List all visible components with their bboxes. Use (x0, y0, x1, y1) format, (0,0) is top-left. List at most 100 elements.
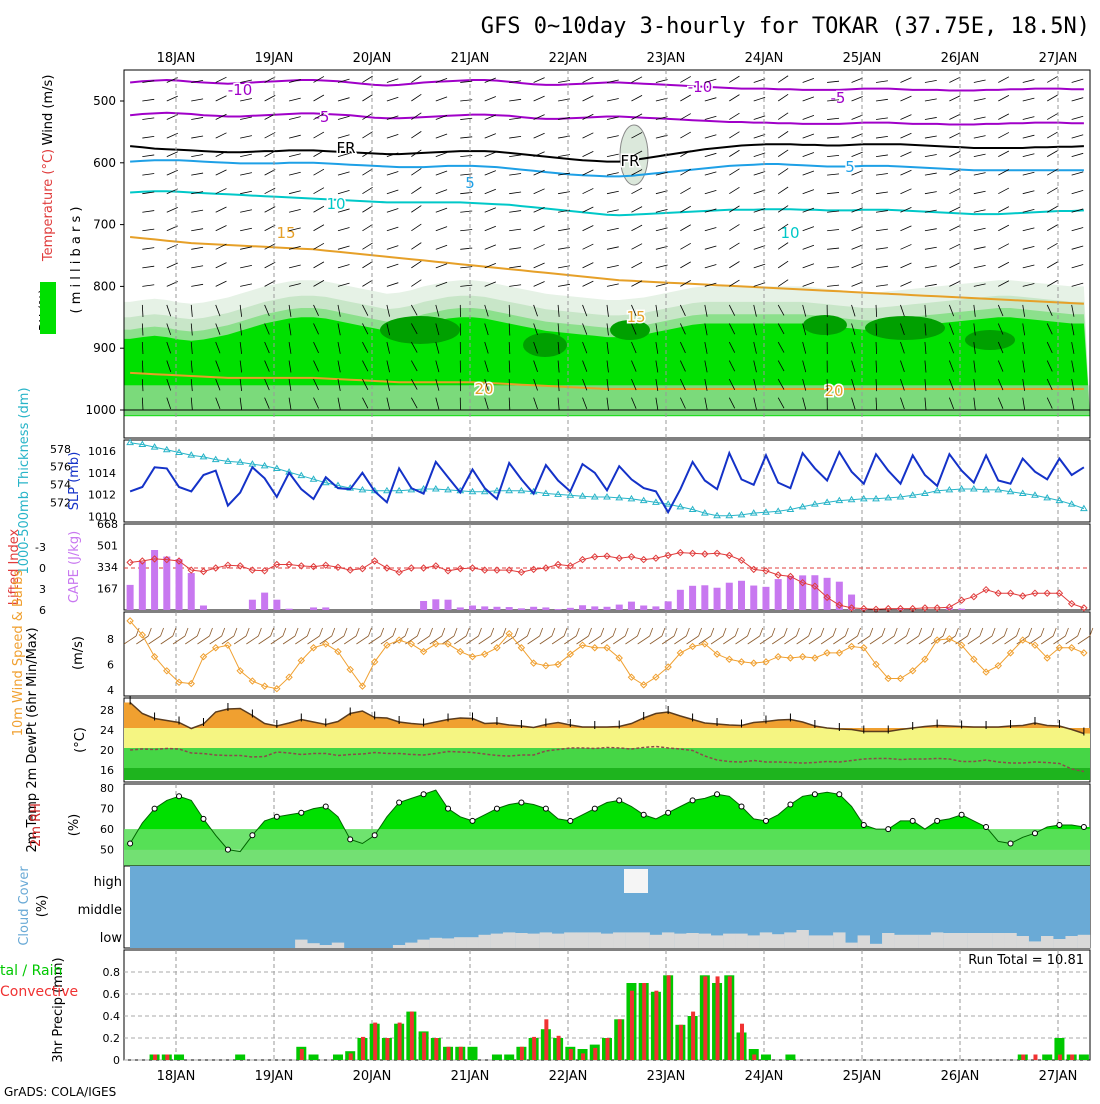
precip-total-bar (333, 1055, 343, 1061)
low-cloud-bar (491, 934, 503, 948)
wind-barb (852, 282, 863, 286)
contour-label: 15 (626, 308, 645, 326)
lifted-index-line (130, 553, 1084, 610)
surface-wind-barb (320, 636, 332, 644)
date-label-top: 27JAN (1039, 51, 1078, 66)
surface-wind-barb (1078, 636, 1090, 644)
wind-barb (705, 98, 717, 101)
surface-wind-barb (907, 636, 919, 644)
surface-wind-barb (797, 636, 809, 644)
wind-barb (583, 207, 594, 212)
wind-barb (191, 210, 203, 212)
low-cloud-bar (625, 932, 637, 948)
rh2m-band-50 (124, 850, 1090, 866)
surface-wind-barb-flag (833, 628, 836, 636)
surface-wind-barb (821, 636, 833, 644)
contour-label: FR (620, 152, 639, 170)
wind-barb (974, 173, 986, 175)
rh2m-point (519, 800, 524, 805)
rh2m-point (690, 798, 695, 803)
precip-total-bar (467, 1047, 477, 1060)
wind-barb (362, 224, 372, 230)
date-label-bottom: 22JAN (549, 1069, 588, 1084)
wind-barb (925, 136, 937, 138)
wind-barb (191, 99, 203, 101)
date-label-top: 20JAN (353, 51, 392, 66)
low-cloud-bar (796, 930, 808, 948)
wind-barb (289, 154, 301, 157)
surface-wind-barb-flag (919, 628, 922, 636)
wind-barb (998, 114, 1009, 120)
wind-barb (778, 280, 788, 287)
wind-barb (729, 243, 739, 249)
wind-barb (803, 134, 814, 138)
wind-barb (852, 134, 863, 138)
precip-convective-bar (422, 1033, 426, 1061)
surface-wind-barb (124, 636, 136, 644)
surface-wind-barb-flag (454, 628, 457, 636)
surface-wind-barb-flag (1053, 628, 1056, 636)
wind-barb (485, 208, 496, 212)
surface-wind-barb (1041, 636, 1053, 644)
wind-barb (900, 189, 911, 194)
pressure-tick-label: 500 (93, 94, 116, 108)
wind-barb (1072, 79, 1084, 82)
wind-barb (387, 227, 398, 231)
wind-barb (656, 228, 668, 231)
wind-barb (534, 189, 545, 194)
rh2m-point (152, 806, 157, 811)
wind-barb (1047, 262, 1057, 268)
surface-wind-barb-flag (625, 628, 628, 636)
wind-barb (876, 155, 888, 157)
wind-barb (778, 261, 788, 268)
surface-wind-barb (210, 636, 222, 644)
cape-bar (738, 581, 745, 610)
rh-core (380, 316, 460, 344)
wind-barb (803, 264, 814, 268)
wind-barb (362, 187, 372, 193)
wind-barb (534, 226, 545, 231)
wind-barb (289, 265, 301, 268)
wind-barb (314, 225, 324, 231)
cape-bar (689, 586, 696, 610)
cloud-ylabel-left: Cloud Cover (17, 866, 32, 946)
wind-barb (680, 262, 690, 268)
surface-wind-barb-flag (320, 628, 323, 636)
surface-wind-barb-flag (246, 628, 249, 636)
wind-speed-line (130, 621, 1084, 689)
slp-tick-label: 1012 (88, 489, 116, 502)
rh2m-point (201, 816, 206, 821)
wind-barb (1047, 132, 1057, 138)
wind-barb (436, 227, 447, 231)
li-tick-label: 3 (39, 583, 46, 596)
wind-barb (142, 173, 154, 175)
wind-barb (754, 97, 765, 101)
low-cloud-bar (760, 932, 772, 948)
surface-wind-barb-flag (723, 628, 726, 636)
wind-barb (338, 116, 350, 119)
date-label-bottom: 24JAN (745, 1069, 784, 1084)
low-cloud-bar (1041, 936, 1053, 948)
wind-barb (827, 155, 839, 156)
low-cloud-bar (845, 943, 857, 948)
wind-barb (387, 246, 398, 250)
wind-barb (729, 169, 739, 175)
rh-core (865, 316, 945, 340)
wind-barb (998, 244, 1009, 250)
wind-barb (729, 76, 739, 82)
pressure-tick-label: 700 (93, 218, 116, 232)
wind-barb (216, 207, 227, 212)
temp-band-yellow (124, 728, 1090, 748)
precip-convective-bar (581, 1053, 585, 1060)
wind-barb (925, 266, 937, 268)
wind-barb (949, 188, 960, 193)
wind-barb (754, 264, 765, 268)
low-cloud-bar (686, 933, 698, 948)
wind-barb (583, 263, 594, 268)
wind-barb (827, 118, 839, 119)
precip-convective-bar (569, 1049, 573, 1060)
high-cloud-gap (624, 869, 648, 893)
wind-barb (900, 244, 911, 249)
surface-wind-barb (332, 636, 344, 644)
wind-barb (925, 173, 937, 175)
